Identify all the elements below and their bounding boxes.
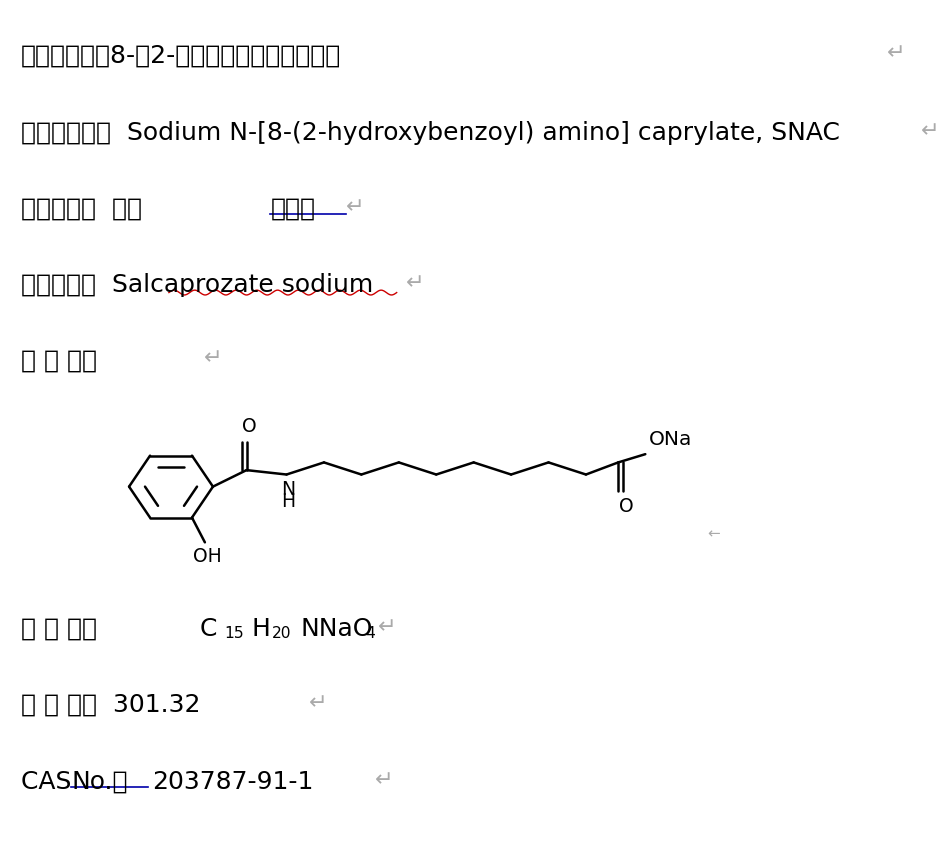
Text: ↵: ↵ (921, 121, 940, 141)
Text: ↵: ↵ (378, 617, 397, 637)
Text: 中文学名：  沙波: 中文学名： 沙波 (21, 197, 142, 221)
Text: NNaO: NNaO (301, 617, 373, 641)
Text: N: N (281, 480, 295, 499)
Text: 分 子 式：: 分 子 式： (21, 617, 97, 641)
Text: 英文学名：  Salcaprozate sodium: 英文学名： Salcaprozate sodium (21, 273, 373, 297)
Text: 15: 15 (224, 626, 244, 640)
Text: C: C (199, 617, 216, 641)
Text: H: H (251, 617, 270, 641)
Text: ↵: ↵ (375, 770, 394, 790)
Text: OH: OH (193, 547, 222, 566)
Text: O: O (242, 417, 257, 436)
Text: 20: 20 (272, 626, 292, 640)
Text: 结 构 式：: 结 构 式： (21, 349, 97, 373)
Text: 英文化学名：  Sodium N-[8-(2-hydroxybenzoyl) amino] caprylate, SNAC: 英文化学名： Sodium N-[8-(2-hydroxybenzoyl) am… (21, 121, 840, 145)
Text: No.：: No.： (71, 770, 128, 794)
Text: ↵: ↵ (887, 43, 906, 63)
Text: ONa: ONa (648, 430, 692, 449)
Text: 立沙钠: 立沙钠 (270, 197, 315, 221)
Text: ↵: ↵ (346, 197, 365, 217)
Text: ↵: ↵ (204, 349, 223, 369)
Text: 中文化学名：8-（2-羟基苯甲酰氨基）辛酸钠: 中文化学名：8-（2-羟基苯甲酰氨基）辛酸钠 (21, 43, 341, 67)
Text: ↵: ↵ (308, 693, 327, 713)
Text: 203787-91-1: 203787-91-1 (152, 770, 313, 794)
Text: H: H (281, 492, 295, 511)
Text: ←: ← (707, 526, 719, 541)
Text: O: O (619, 496, 633, 515)
Text: 分 子 量：  301.32: 分 子 量： 301.32 (21, 693, 200, 717)
Text: CAS: CAS (21, 770, 80, 794)
Text: 4: 4 (365, 626, 375, 640)
Text: ↵: ↵ (406, 273, 425, 293)
